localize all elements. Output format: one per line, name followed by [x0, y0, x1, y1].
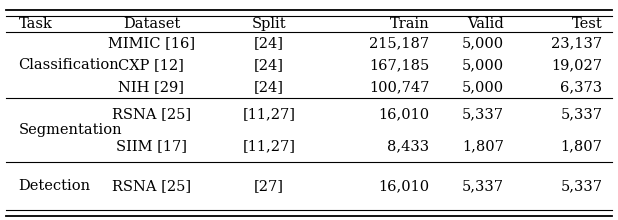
Text: Dataset: Dataset — [123, 17, 180, 31]
Text: 16,010: 16,010 — [378, 179, 430, 193]
Text: 5,337: 5,337 — [561, 107, 603, 121]
Text: Detection: Detection — [19, 179, 91, 193]
Text: 5,337: 5,337 — [462, 179, 504, 193]
Text: [11,27]: [11,27] — [242, 139, 295, 153]
Text: 16,010: 16,010 — [378, 107, 430, 121]
Text: 1,807: 1,807 — [561, 139, 603, 153]
Text: Split: Split — [252, 17, 286, 31]
Text: SIIM [17]: SIIM [17] — [116, 139, 187, 153]
Text: [11,27]: [11,27] — [242, 107, 295, 121]
Text: Task: Task — [19, 17, 53, 31]
Text: Train: Train — [390, 17, 430, 31]
Text: 19,027: 19,027 — [551, 58, 603, 72]
Text: [27]: [27] — [254, 179, 284, 193]
Text: 5,337: 5,337 — [462, 107, 504, 121]
Text: MIMIC [16]: MIMIC [16] — [108, 36, 195, 50]
Text: 100,747: 100,747 — [369, 80, 430, 94]
Text: Classification: Classification — [19, 58, 119, 72]
Text: 8,433: 8,433 — [387, 139, 430, 153]
Text: Valid: Valid — [467, 17, 504, 31]
Text: 5,337: 5,337 — [561, 179, 603, 193]
Text: RSNA [25]: RSNA [25] — [112, 107, 191, 121]
Text: Segmentation: Segmentation — [19, 123, 122, 137]
Text: [24]: [24] — [254, 36, 284, 50]
Text: 5,000: 5,000 — [462, 58, 504, 72]
Text: 215,187: 215,187 — [370, 36, 430, 50]
Text: [24]: [24] — [254, 58, 284, 72]
Text: 5,000: 5,000 — [462, 36, 504, 50]
Text: Test: Test — [572, 17, 603, 31]
Text: 6,373: 6,373 — [561, 80, 603, 94]
Text: [24]: [24] — [254, 80, 284, 94]
Text: 5,000: 5,000 — [462, 80, 504, 94]
Text: 167,185: 167,185 — [370, 58, 430, 72]
Text: RSNA [25]: RSNA [25] — [112, 179, 191, 193]
Text: 23,137: 23,137 — [551, 36, 603, 50]
Text: 1,807: 1,807 — [462, 139, 504, 153]
Text: NIH [29]: NIH [29] — [119, 80, 184, 94]
Text: CXP [12]: CXP [12] — [119, 58, 184, 72]
